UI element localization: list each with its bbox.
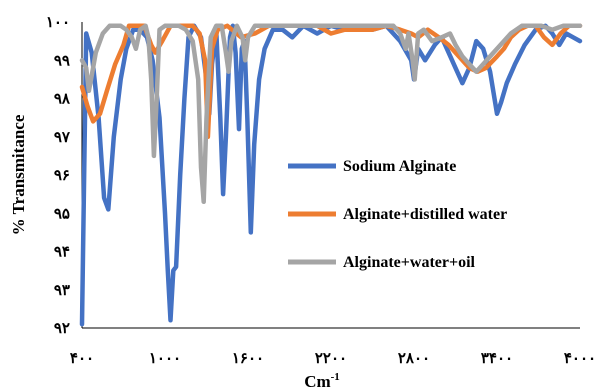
- x-tick-label: ۳۴۰۰: [481, 351, 513, 367]
- x-tick-label: ۴۰۰۰: [564, 351, 596, 367]
- legend-label-2: Alginate+distilled water: [343, 206, 507, 223]
- x-tick-label: ۴۰۰: [70, 351, 94, 367]
- y-tick-label: ۹۸: [54, 92, 71, 108]
- y-tick-label: ۱۰۰: [46, 15, 70, 31]
- y-tick-label: ۹۵: [54, 206, 70, 222]
- y-tick-label: ۹۲: [54, 321, 70, 337]
- y-tick-label: ۹۳: [54, 283, 70, 299]
- x-tick-label: ۲۲۰۰: [315, 351, 347, 367]
- series-line-3: [79, 23, 583, 205]
- legend-label-1: Sodium Alginate: [343, 158, 456, 175]
- x-tick-label: ۲۸۰۰: [398, 351, 430, 367]
- x-axis-title-sup: -1: [331, 371, 340, 383]
- y-tick-label: ۹۶: [54, 168, 70, 184]
- x-tick-labels: ۴۰۰ ۱۰۰۰ ۱۶۰۰ ۲۲۰۰ ۲۸۰۰ ۳۴۰۰ ۴۰۰۰: [70, 351, 596, 367]
- y-tick-label: ۹۴: [54, 245, 70, 261]
- x-axis-title: Cm-1: [304, 371, 340, 390]
- y-tick-label: ۹۹: [54, 53, 70, 69]
- series-layer: [79, 23, 583, 327]
- x-axis-title-base: Cm: [304, 372, 330, 390]
- x-tick-label: ۱۶۰۰: [232, 351, 264, 367]
- legend: Sodium Alginate Alginate+distilled water A…: [288, 158, 507, 271]
- y-tick-label: ۹۷: [54, 130, 71, 146]
- legend-label-3: Alginate+water+oil: [343, 254, 476, 271]
- y-tick-labels: ۹۲ ۹۳ ۹۴ ۹۵ ۹۶ ۹۷ ۹۸ ۹۹ ۱۰۰: [46, 15, 71, 337]
- y-axis-title: % Transmitance: [9, 114, 28, 235]
- x-tick-label: ۱۰۰۰: [149, 351, 181, 367]
